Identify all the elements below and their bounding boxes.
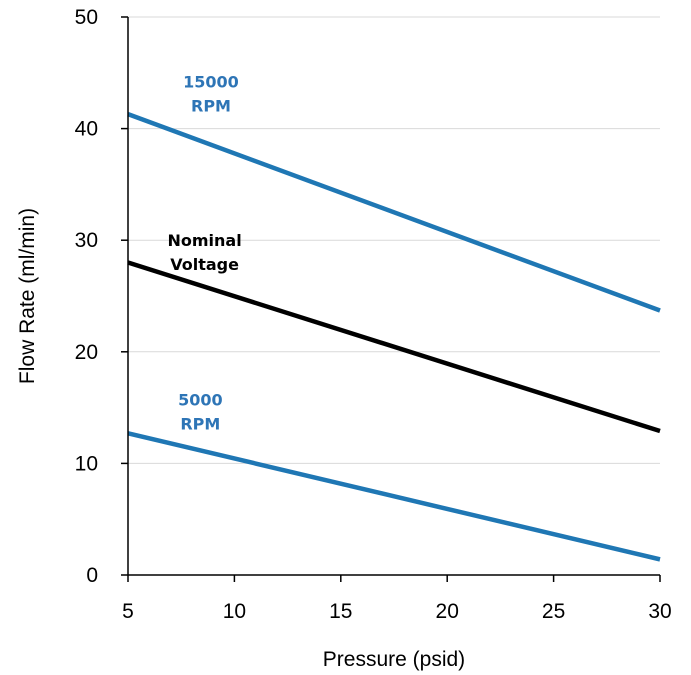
series-label-0-line-0: 15000 [183, 72, 239, 91]
series-line-0 [127, 111, 661, 313]
series-label-2-line-0: 5000 [178, 390, 223, 409]
x-tick-label-15: 15 [329, 600, 352, 623]
x-tick-label-25: 25 [542, 600, 565, 623]
x-tick-label-5: 5 [122, 600, 134, 623]
y-tick-label-20: 20 [75, 341, 98, 364]
series-line-1 [127, 260, 661, 434]
y-tick-label-10: 10 [75, 452, 98, 475]
y-tick-label-30: 30 [75, 229, 98, 252]
y-axis-title: Flow Rate (ml/min) [16, 208, 39, 384]
series-label-1-line-1: Voltage [170, 255, 239, 274]
y-tick-label-0: 0 [86, 564, 98, 587]
tick-labels: 0 10 20 30 40 50 5 10 15 20 25 30 [75, 6, 672, 623]
series-annotations: 15000 RPM Nominal Voltage 5000 RPM [167, 72, 241, 433]
x-tick-label-10: 10 [223, 600, 246, 623]
x-tick-label-30: 30 [648, 600, 671, 623]
x-tick-label-20: 20 [436, 600, 459, 623]
y-tick-label-40: 40 [75, 118, 98, 141]
axes [121, 16, 661, 582]
series-line-2 [127, 431, 661, 562]
y-tick-label-50: 50 [75, 6, 98, 29]
gridlines [128, 16, 660, 464]
x-axis-title: Pressure (psid) [323, 648, 465, 671]
series-label-1-line-0: Nominal [167, 231, 241, 250]
series-label-0-line-1: RPM [191, 96, 231, 115]
series-lines [127, 111, 661, 562]
series-label-2-line-1: RPM [180, 414, 220, 433]
